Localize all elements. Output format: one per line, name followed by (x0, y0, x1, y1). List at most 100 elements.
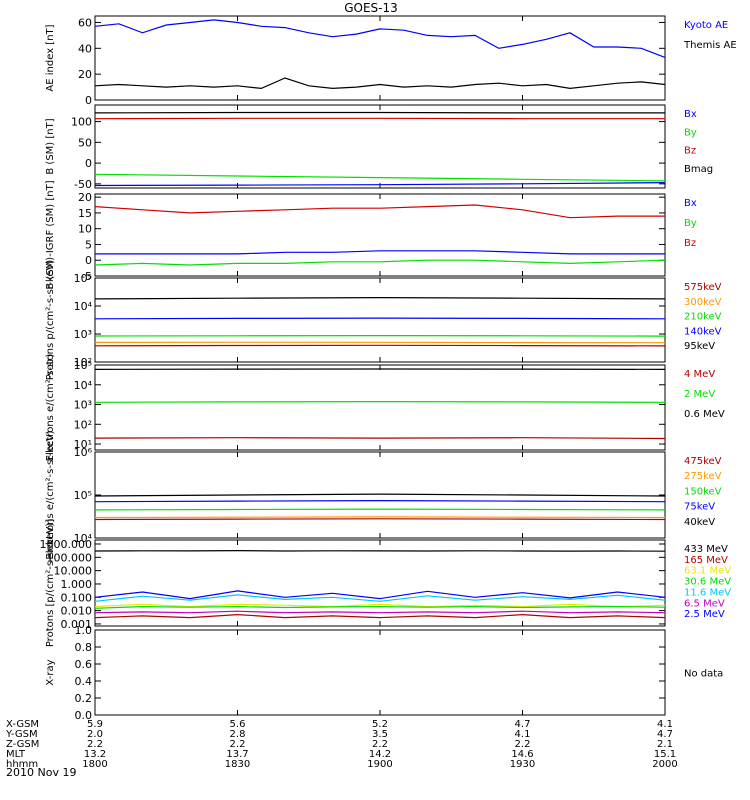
series-line (94, 518, 666, 521)
y-tick-label: 20 (78, 68, 92, 81)
axis-row-value: 2000 (652, 759, 677, 770)
y-tick-label: 0.0 (75, 709, 93, 722)
legend-label: Bx (684, 198, 697, 209)
legend-label: 2 MeV (684, 389, 715, 400)
series-line (94, 259, 666, 266)
y-tick-label: 0 (85, 94, 92, 107)
series-line (94, 173, 666, 182)
no-data-label: No data (684, 669, 723, 680)
y-tick-label: 10⁵ (74, 359, 92, 372)
legend-label: 0.6 MeV (684, 409, 725, 420)
axis-row-label: Y-GSM (5, 729, 38, 740)
axis-row-value: 5.9 (87, 719, 103, 730)
axis-row-value: 1930 (510, 759, 535, 770)
y-tick-label: 10³ (74, 399, 92, 412)
y-tick-label: 1.000 (61, 578, 93, 591)
legend-label: 275keV (684, 471, 722, 482)
y-tick-label: -50 (74, 178, 92, 191)
panel-4: 10² 10³ 10⁴ 10⁵ Protons p/(cm²-s-sr-keV) 575k… (45, 260, 722, 381)
legend-label: 300keV (684, 297, 722, 308)
axis-row-value: 1800 (82, 759, 107, 770)
axis-row-value: 4.1 (657, 719, 673, 730)
series-line (94, 590, 666, 600)
panel-2: -50 0 50 100 B (SM) [nT] Bx By Bz Bmag (45, 104, 713, 191)
y-axis-label: AE index [nT] (45, 24, 56, 91)
legend-label: 150keV (684, 486, 722, 497)
y-tick-label: 0.100 (61, 591, 93, 604)
series-line (94, 605, 666, 609)
axis-row-label: X-GSM (6, 719, 39, 730)
y-axis-label: Protons [p/(cm²-s-sr-keV)] (45, 519, 56, 647)
y-axis-label: Electrons e/(cm²-s-sr) (45, 354, 56, 462)
y-tick-label: 0.8 (75, 641, 93, 654)
y-tick-label: 0.001 (61, 618, 93, 631)
axis-row-value: 2.2 (515, 739, 531, 750)
panel-5: 10¹ 10² 10³ 10⁴ 10⁵ Electrons e/(cm²-s-sr) 4 M… (45, 354, 725, 462)
y-tick-label: 10⁵ (74, 272, 92, 285)
y-tick-label: 10⁴ (74, 379, 93, 392)
axis-row-value: 1900 (367, 759, 392, 770)
y-tick-label: 0 (85, 157, 92, 170)
legend-label: 75keV (684, 502, 715, 513)
legend-label: Themis AE (683, 40, 737, 51)
panel-frame (94, 364, 666, 451)
y-tick-label: 10² (74, 418, 92, 431)
series-line (94, 610, 666, 614)
axis-row-value: 14.6 (511, 749, 533, 760)
series-line (94, 508, 666, 511)
series-line (94, 317, 666, 320)
y-axis-label: Electrons e/(cm²-s-sr-keV) (45, 430, 56, 559)
axis-row-value: 2.2 (372, 739, 388, 750)
y-tick-label: -5 (81, 270, 92, 283)
series-line (94, 341, 666, 344)
panel-7: 0.0010.0100.1001.00010.000100.0001000.00… (40, 519, 732, 647)
y-tick-label: 10⁵ (74, 489, 92, 502)
legend-label: 30.6 MeV (684, 577, 731, 588)
series-line (94, 594, 666, 602)
y-tick-label: 50 (78, 136, 92, 149)
axis-row-value: 14.2 (369, 749, 391, 760)
y-axis-label: X-ray (45, 659, 56, 685)
series-line (94, 182, 666, 187)
y-tick-label: 20 (78, 191, 92, 204)
legend-label: 433 MeV (684, 544, 728, 555)
legend-label: By (684, 218, 697, 229)
axis-row-label: Z-GSM (6, 739, 39, 750)
y-tick-label: 10⁶ (74, 446, 93, 459)
y-axis-label: B (SM)-IGRF (SM) [nT] (45, 180, 56, 289)
legend-label: Bmag (684, 164, 713, 175)
legend-label: 575keV (684, 282, 722, 293)
series-line (94, 19, 666, 58)
series-line (94, 204, 665, 219)
y-tick-label: 10¹ (74, 438, 92, 451)
legend-label: By (684, 127, 697, 138)
axis-row-value: 5.2 (372, 719, 388, 730)
y-tick-label: 0.6 (75, 658, 93, 671)
legend-label: 6.5 MeV (684, 598, 725, 609)
legend-label: 140keV (684, 326, 722, 337)
axis-row-value: 5.6 (230, 719, 246, 730)
panel-6: 10⁴ 10⁵ 10⁶ Electrons e/(cm²-s-sr-keV) 475ke… (45, 430, 722, 559)
y-tick-label: 0.2 (75, 692, 93, 705)
y-tick-label: 100 (71, 116, 92, 129)
legend-label: Bz (684, 238, 696, 249)
axis-row-value: 2.0 (87, 729, 103, 740)
panel-frame (94, 277, 666, 363)
date-label: 2010 Nov 19 (6, 766, 76, 779)
series-line (94, 613, 666, 619)
y-axis-label: B (SM) [nT] (45, 118, 56, 174)
y-tick-label: 10.000 (54, 565, 93, 578)
axis-row-value: 2.8 (230, 729, 246, 740)
y-axis-label: Protons p/(cm²-s-sr-keV) (45, 260, 56, 381)
y-tick-label: 10 (78, 223, 92, 236)
legend-label: 95keV (684, 341, 715, 352)
series-line (94, 500, 666, 503)
bottom-axis-table: X-GSM 5.9 5.6 5.2 4.7 4.1Y-GSM 2.0 2.8 3.5 4.1 4.7… (5, 719, 678, 770)
series-line (94, 344, 666, 347)
series-line (94, 516, 666, 519)
series-line (94, 493, 666, 497)
y-tick-label: 1000.000 (40, 538, 93, 551)
legend-label: Bx (684, 109, 697, 120)
legend-label: 11.6 MeV (684, 587, 731, 598)
